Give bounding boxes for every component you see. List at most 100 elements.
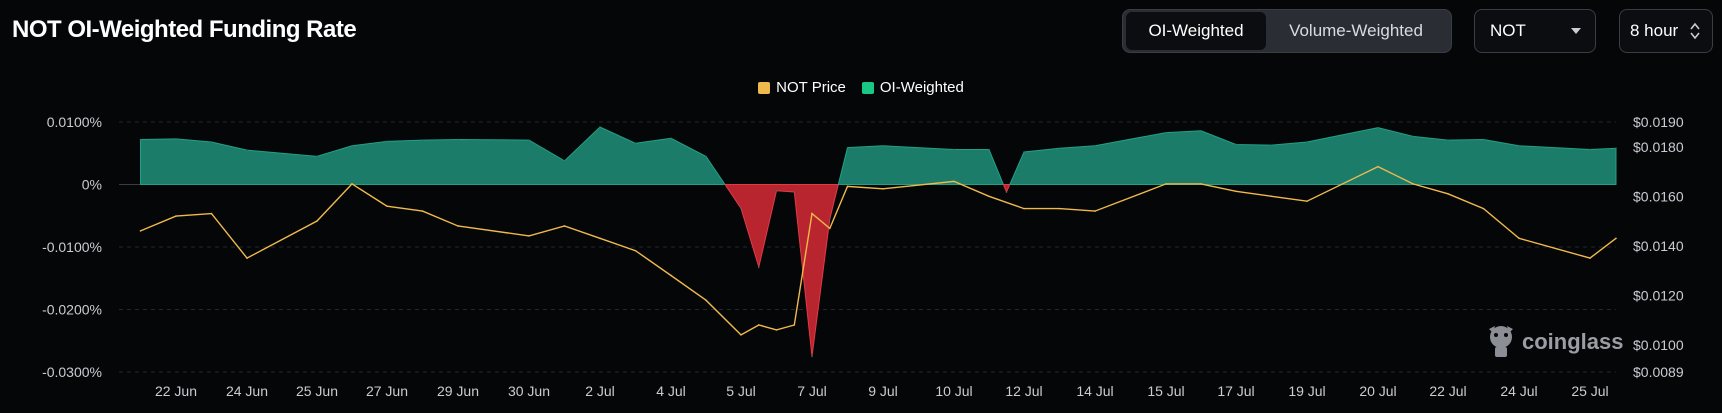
x-tick-label: 17 Jul [1217, 383, 1254, 399]
y-left-tick-label: -0.0200% [42, 302, 102, 318]
not-price-point [882, 188, 884, 190]
not-price-point [1200, 183, 1202, 185]
interval-select-value: 8 hour [1630, 21, 1679, 40]
legend-swatch-price [758, 81, 771, 94]
oi-weighted-point [1165, 131, 1167, 134]
y-right-tick-label: $0.0120 [1633, 287, 1684, 303]
oi-weighted-positive-area [1009, 127, 1617, 185]
y-left-tick-label: 0.0100% [47, 114, 102, 130]
oi-weighted-point [988, 148, 990, 151]
oi-weighted-point [1005, 191, 1008, 193]
not-price-point [740, 334, 742, 336]
x-tick-label: 30 Jun [508, 383, 550, 399]
oi-weighted-point [828, 218, 831, 220]
oi-weighted-point [1200, 129, 1202, 132]
oi-weighted-point [1412, 135, 1414, 138]
x-tick-label: 27 Jun [366, 383, 408, 399]
oi-weighted-point [634, 142, 637, 145]
not-price-point [757, 324, 760, 326]
y-left-tick-label: 0% [82, 177, 102, 193]
tab-volume-weighted[interactable]: Volume-Weighted [1289, 21, 1423, 40]
x-tick-label: 22 Jul [1429, 383, 1466, 399]
y-right-tick-label: $0.0180 [1633, 139, 1684, 155]
not-price-point [1270, 195, 1273, 198]
oi-weighted-point [457, 138, 459, 141]
oi-weighted-point [421, 139, 424, 141]
watermark-text: coinglass [1522, 329, 1623, 354]
not-price-point [528, 235, 530, 237]
legend-label-oi-weighted: OI-Weighted [879, 79, 964, 96]
chart-legend: NOT Price OI-Weighted [0, 79, 1722, 96]
oi-weighted-point [1615, 147, 1617, 150]
not-price-point [634, 249, 637, 252]
oi-weighted-point [846, 146, 849, 149]
not-price-point [599, 237, 601, 240]
legend-swatch-oi-weighted [861, 81, 874, 94]
oi-weighted-point [1518, 144, 1520, 147]
oi-weighted-point [1482, 138, 1485, 141]
oi-weighted-point [740, 207, 742, 210]
y-right-tick-label: $0.0140 [1633, 238, 1684, 254]
not-price-point [175, 215, 177, 217]
not-price-point [1589, 257, 1591, 259]
legend-item-oi-weighted[interactable]: OI-Weighted [861, 79, 964, 96]
chevron-down-icon [1571, 28, 1581, 34]
x-tick-label: 29 Jun [437, 383, 479, 399]
oi-weighted-point [811, 355, 813, 358]
oi-weighted-point [599, 126, 601, 128]
not-price-point [1615, 237, 1617, 240]
oi-weighted-negative-area [1002, 184, 1011, 194]
not-price-point [1058, 207, 1061, 210]
oi-weighted-point [1377, 126, 1379, 129]
not-price-point [1094, 210, 1096, 212]
not-price-point [386, 205, 388, 207]
not-price-point [351, 183, 353, 185]
y-right-tick-label: $0.0089 [1633, 364, 1684, 380]
oi-weighted-point [1306, 141, 1308, 143]
x-tick-label: 24 Jul [1500, 383, 1537, 399]
oi-weighted-positive-area [837, 145, 1004, 185]
not-price-point [846, 185, 849, 188]
not-price-point [1235, 190, 1237, 193]
oi-weighted-positive-area [140, 126, 726, 185]
oi-weighted-point [175, 138, 177, 140]
oi-weighted-negative-area [724, 184, 839, 357]
legend-label-price: NOT Price [776, 79, 846, 96]
oi-weighted-point [528, 139, 530, 141]
y-right-tick-label: $0.0100 [1633, 337, 1684, 353]
oi-weighted-point [563, 159, 566, 162]
oi-weighted-point [1447, 139, 1449, 141]
oi-weighted-point [316, 155, 318, 158]
not-price-point [316, 220, 318, 222]
not-price-point [1306, 200, 1308, 203]
oi-weighted-point [1589, 148, 1591, 151]
not-price-point [421, 210, 424, 212]
not-price-point [705, 299, 707, 302]
tab-oi-weighted[interactable]: OI-Weighted [1126, 12, 1266, 50]
x-tick-label: 19 Jul [1288, 383, 1325, 399]
oi-weighted-point [351, 144, 353, 147]
coinglass-watermark: coinglass [1489, 326, 1623, 357]
x-tick-label: 25 Jul [1571, 383, 1608, 399]
oi-weighted-point [775, 189, 778, 192]
interval-select[interactable]: 8 hour [1619, 9, 1713, 53]
x-tick-label: 12 Jul [1005, 383, 1042, 399]
not-price-point [246, 257, 248, 259]
y-left-tick-label: -0.0300% [42, 364, 102, 380]
not-price-point [139, 230, 142, 232]
x-tick-label: 15 Jul [1147, 383, 1184, 399]
x-tick-label: 25 Jun [296, 383, 338, 399]
oi-weighted-point [1270, 144, 1273, 146]
not-price-point [1447, 192, 1449, 195]
oi-weighted-point [757, 266, 760, 268]
oi-weighted-point [386, 140, 388, 143]
oi-weighted-point [246, 149, 248, 151]
x-tick-label: 4 Jul [656, 383, 686, 399]
oi-weighted-point [670, 137, 672, 140]
not-price-point [457, 225, 459, 227]
coin-select[interactable]: NOT [1474, 9, 1596, 53]
y-right-tick-label: $0.0190 [1633, 114, 1684, 130]
y-left-tick-label: -0.0100% [42, 239, 102, 255]
legend-item-price[interactable]: NOT Price [758, 79, 846, 96]
x-tick-label: 10 Jul [935, 383, 972, 399]
